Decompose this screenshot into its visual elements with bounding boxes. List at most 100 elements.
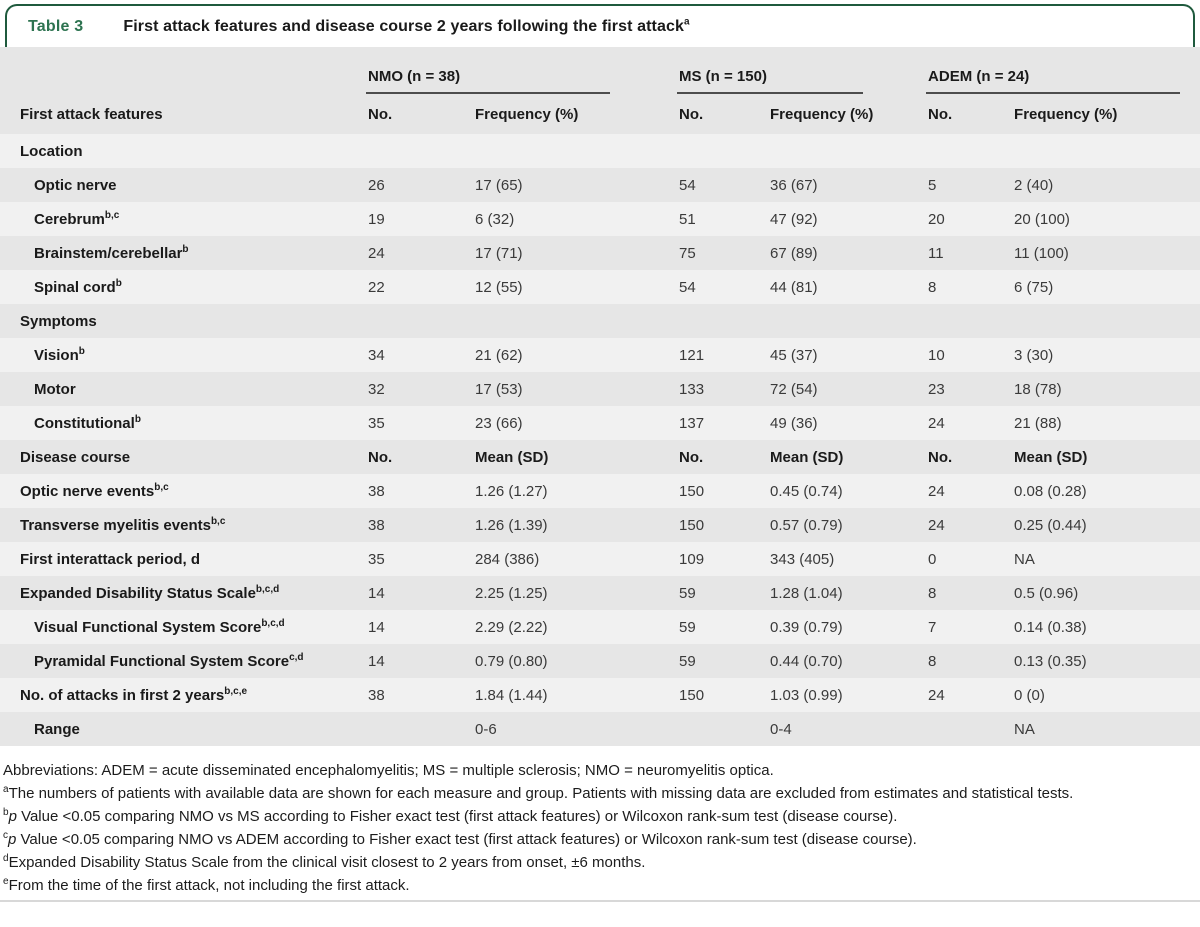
- cell-ms-no: No.: [679, 448, 704, 466]
- cell-ms-frequency: 47 (92): [770, 210, 818, 228]
- row-label-superscript: b: [115, 277, 122, 289]
- table-row: Pyramidal Functional System Scorec,d 14 0.…: [0, 644, 1200, 678]
- group-header-row: NMO (n = 38) MS (n = 150) ADEM (n = 24): [0, 47, 1200, 94]
- cell-adem-frequency: 0.5 (0.96): [1014, 584, 1079, 602]
- cell-nmo-no: 14: [368, 584, 385, 602]
- table-row: Disease course No. Mean (SD) No. Mean (SD) No…: [0, 440, 1200, 474]
- group-header-spacer: [0, 47, 366, 94]
- cell-ms-no: [677, 134, 768, 168]
- cell-nmo-frequency: 1.84 (1.44): [475, 686, 548, 704]
- cell-ms-no: 137: [679, 414, 705, 432]
- cell-adem-no: 24: [928, 482, 945, 500]
- table-body: Location Optic nerve 26 17 (65) 54 36 (67) 5 2 …: [0, 134, 1200, 746]
- table-title: First attack features and disease course…: [123, 17, 689, 36]
- table-head: NMO (n = 38) MS (n = 150) ADEM (n = 24) …: [0, 47, 1200, 134]
- row-label-superscript: b: [78, 345, 85, 357]
- row-label: Constitutionalb: [34, 413, 141, 432]
- column-group-nmo: NMO (n = 38): [366, 47, 678, 94]
- table-row: Motor 32 17 (53) 133 72 (54) 23 18 (78): [0, 372, 1200, 406]
- row-label: Symptoms: [20, 312, 97, 330]
- footnote: eFrom the time of the first attack, not …: [3, 876, 410, 895]
- cell-nmo-frequency: 0.79 (0.80): [475, 652, 548, 670]
- cell-ms-frequency: 0-4: [770, 720, 792, 738]
- table-row: Cerebrumb,c 19 6 (32) 51 47 (92) 20 20 (100): [0, 202, 1200, 236]
- cell-ms-no: 109: [679, 550, 705, 568]
- adem-no-header: No.: [926, 94, 1013, 134]
- cell-nmo-no: 24: [368, 244, 385, 262]
- cell-nmo-frequency: 17 (71): [475, 244, 523, 262]
- row-label: Visual Functional System Scoreb,c,d: [34, 617, 285, 636]
- cell-nmo-frequency: 284 (386): [475, 550, 540, 568]
- row-label: Spinal cordb: [34, 277, 122, 296]
- row-label-superscript: b,c: [210, 515, 226, 527]
- cell-nmo-no: 32: [368, 380, 385, 398]
- cell-ms-frequency: 0.45 (0.74): [770, 482, 843, 500]
- row-label: Optic nerve: [34, 176, 117, 194]
- cell-ms-no: 59: [679, 584, 696, 602]
- row-label: Location: [20, 142, 83, 160]
- cell-adem-no: No.: [928, 448, 953, 466]
- row-label: Expanded Disability Status Scaleb,c,d: [20, 583, 280, 602]
- cell-nmo-frequency: Mean (SD): [475, 448, 549, 466]
- cell-nmo-no: 35: [368, 550, 385, 568]
- table-row: Transverse myelitis eventsb,c 38 1.26 (1.3…: [0, 508, 1200, 542]
- cell-ms-frequency: 0.57 (0.79): [770, 516, 843, 534]
- row-label: Cerebrumb,c: [34, 209, 120, 228]
- cell-nmo-no: [366, 712, 473, 746]
- cell-ms-no: 133: [679, 380, 705, 398]
- cell-ms-no: 150: [679, 686, 705, 704]
- row-label: Disease course: [20, 448, 131, 466]
- row-label: No. of attacks in first 2 yearsb,c,e: [20, 685, 248, 704]
- cell-adem-frequency: NA: [1014, 720, 1035, 738]
- row-label: Range: [34, 720, 80, 738]
- cell-nmo-frequency: 6 (32): [475, 210, 515, 228]
- cell-ms-no: 150: [679, 516, 705, 534]
- ms-no-header: No.: [677, 94, 769, 134]
- cell-nmo-no: 38: [368, 516, 385, 534]
- cell-adem-frequency: 6 (75): [1014, 278, 1054, 296]
- cell-adem-no: 7: [928, 618, 937, 636]
- cell-nmo-frequency: 17 (65): [475, 176, 523, 194]
- footnote: bp Value <0.05 comparing NMO vs MS accor…: [3, 807, 898, 826]
- table-row: Visionb 34 21 (62) 121 45 (37) 10 3 (30): [0, 338, 1200, 372]
- cell-nmo-frequency: 1.26 (1.27): [475, 482, 548, 500]
- cell-adem-no: 23: [928, 380, 945, 398]
- cell-ms-no: [677, 712, 768, 746]
- column-group-adem-label: ADEM (n = 24): [926, 68, 1181, 94]
- cell-nmo-no: [366, 134, 473, 168]
- row-label: Brainstem/cerebellarb: [34, 243, 189, 262]
- table-number-label: Table 3: [28, 17, 84, 35]
- footnote-marker: a: [3, 784, 9, 795]
- cell-ms-no: 75: [679, 244, 696, 262]
- footnote-marker: c: [3, 830, 8, 841]
- cell-adem-no: 20: [928, 210, 945, 228]
- adem-frequency-header: Frequency (%): [1012, 94, 1200, 134]
- row-header-label: First attack features: [0, 94, 366, 134]
- column-group-nmo-label: NMO (n = 38): [366, 68, 611, 94]
- cell-ms-frequency: 67 (89): [770, 244, 818, 262]
- cell-nmo-frequency: [473, 134, 677, 168]
- cell-nmo-no: 14: [368, 618, 385, 636]
- table-row: Location: [0, 134, 1200, 168]
- footnote: dExpanded Disability Status Scale from t…: [3, 853, 646, 872]
- cell-ms-no: 121: [679, 346, 705, 364]
- bottom-rule: [0, 900, 1200, 902]
- cell-adem-frequency: 0.08 (0.28): [1014, 482, 1087, 500]
- row-label-superscript: b,c: [154, 481, 169, 493]
- column-group-ms-label: MS (n = 150): [677, 68, 864, 94]
- row-label: First interattack period, d: [20, 550, 201, 568]
- cell-adem-frequency: 0.14 (0.38): [1014, 618, 1087, 636]
- cell-adem-frequency: [1012, 304, 1200, 338]
- cell-adem-no: 11: [928, 244, 944, 262]
- cell-ms-frequency: Mean (SD): [770, 448, 844, 466]
- cell-ms-frequency: 0.44 (0.70): [770, 652, 843, 670]
- cell-nmo-frequency: 12 (55): [475, 278, 523, 296]
- footnote-italic-lead: p: [8, 831, 17, 848]
- row-label: Motor: [34, 380, 76, 398]
- ms-frequency-header: Frequency (%): [768, 94, 927, 134]
- nmo-no-header: No.: [366, 94, 473, 134]
- row-label: Transverse myelitis eventsb,c: [20, 515, 226, 534]
- cell-nmo-frequency: 23 (66): [475, 414, 523, 432]
- footnote: cp Value <0.05 comparing NMO vs ADEM acc…: [3, 830, 917, 849]
- row-label-superscript: b,c: [104, 209, 120, 221]
